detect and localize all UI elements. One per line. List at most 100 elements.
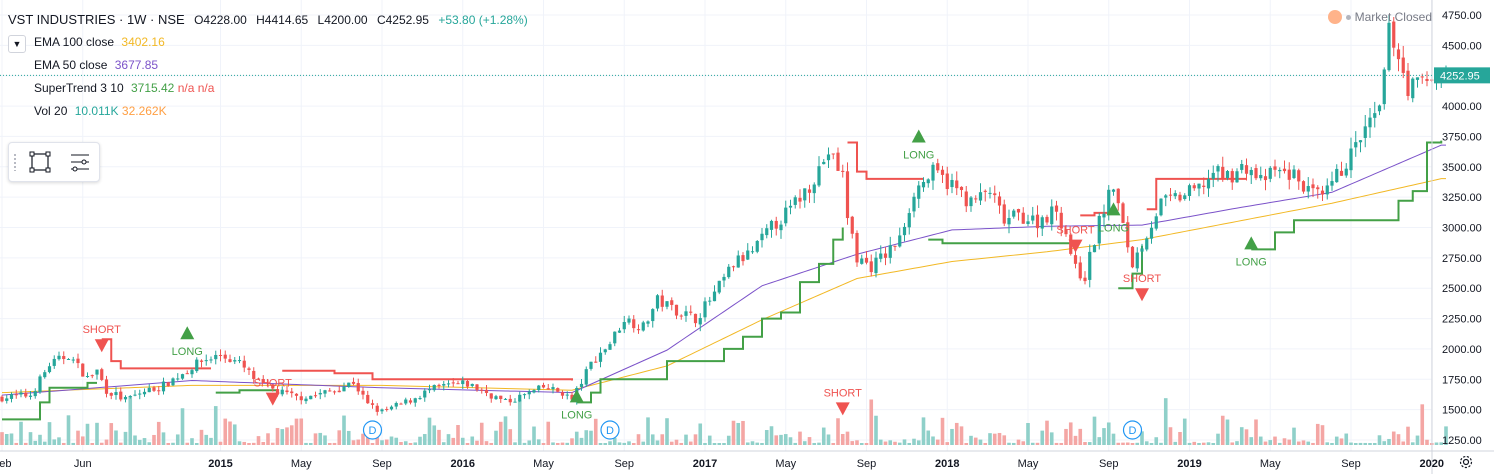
- volume-bar: [1159, 442, 1163, 445]
- candle-body: [489, 393, 493, 399]
- volume-bar: [684, 434, 688, 445]
- volume-bar: [992, 433, 997, 445]
- volume-bar: [42, 441, 47, 445]
- volume-bar: [1078, 428, 1083, 445]
- candle-body: [214, 354, 218, 360]
- volume-bar: [869, 399, 874, 445]
- candle-body: [1216, 166, 1220, 172]
- candle-body: [176, 378, 180, 380]
- volume-bar: [560, 442, 565, 445]
- volume-bar: [156, 421, 161, 445]
- volume-bar: [921, 417, 926, 445]
- candle-body: [608, 344, 612, 350]
- ema50-path: [1, 144, 1446, 396]
- indicator-supertrend[interactable]: SuperTrend 3 10 3715.42 n/a n/a: [8, 77, 534, 100]
- volume-bar: [142, 438, 147, 445]
- candle-body: [917, 185, 921, 199]
- candle-body: [955, 180, 959, 189]
- candle-body: [161, 381, 166, 392]
- volume-bar: [627, 441, 631, 445]
- candle-body: [936, 163, 940, 171]
- volume-bar: [783, 434, 788, 445]
- candle-body: [841, 170, 845, 172]
- volume-bar: [285, 427, 289, 445]
- supertrend-segment: [101, 338, 211, 370]
- volume-bar: [954, 422, 959, 445]
- candle-body: [1249, 169, 1253, 176]
- time-tick-label: Sep: [857, 458, 877, 470]
- volume-bar: [888, 440, 893, 445]
- volume-bar: [812, 442, 817, 445]
- volume-bar: [375, 436, 380, 445]
- time-tick-label: May: [1018, 458, 1039, 470]
- candle-body: [627, 318, 631, 323]
- candle-body: [879, 253, 883, 259]
- candle-body: [1235, 171, 1239, 183]
- candle-body: [931, 164, 935, 181]
- candle-body: [1149, 227, 1154, 239]
- candle-body: [1116, 188, 1120, 204]
- volume-bar: [1230, 442, 1235, 445]
- candle-body: [793, 197, 797, 205]
- volume-bar: [608, 441, 612, 445]
- volume-bar: [769, 426, 774, 445]
- volume-bar: [1211, 442, 1216, 445]
- volume-bar: [1358, 442, 1363, 445]
- volume-bar: [579, 437, 584, 445]
- candle-body: [1002, 204, 1006, 224]
- time-tick-label: Sep: [1099, 458, 1119, 470]
- candle-body: [413, 398, 417, 403]
- volume-bar: [1011, 442, 1016, 445]
- candle-body: [1344, 168, 1348, 176]
- long-signal-arrow: [1106, 202, 1121, 216]
- supertrend-segment: [215, 389, 278, 394]
- volume-bar: [14, 442, 19, 445]
- indicator-ema50[interactable]: EMA 50 close 3677.85: [8, 54, 534, 77]
- candle-body: [119, 391, 123, 400]
- volume-bar: [546, 421, 551, 445]
- candle-body: [926, 179, 930, 184]
- volume-bar: [655, 440, 660, 445]
- volume-bar: [299, 418, 304, 445]
- volume-bar: [218, 441, 223, 445]
- volume-bar: [1244, 429, 1249, 445]
- volume-bar: [1045, 420, 1049, 445]
- candle-body: [1396, 49, 1401, 60]
- candle-body: [684, 311, 688, 316]
- candle-body: [746, 250, 750, 260]
- candle-body: [33, 391, 37, 397]
- candle-body: [731, 266, 736, 268]
- volume-bar: [223, 418, 228, 445]
- candle-body: [850, 216, 854, 234]
- drawing-toolbox: [8, 142, 100, 182]
- candle-body: [1206, 179, 1211, 189]
- drag-handle[interactable]: [13, 153, 17, 171]
- volume-bar: [1068, 422, 1073, 445]
- symbol-title[interactable]: VST INDUSTRIES · 1W · NSE: [8, 12, 185, 27]
- volume-bar: [399, 441, 403, 445]
- volume-bar: [902, 439, 907, 445]
- volume-bar: [1306, 441, 1311, 445]
- candle-body: [1221, 166, 1225, 179]
- candle-body: [579, 383, 584, 388]
- volume-bar: [361, 433, 365, 445]
- indicator-volume[interactable]: Vol 20 10.011K 32.262K: [8, 100, 534, 123]
- indicator-ema100[interactable]: ▼ EMA 100 close 3402.16: [8, 31, 534, 54]
- volume-bar: [380, 440, 384, 445]
- candle-body: [598, 352, 603, 362]
- rectangle-icon[interactable]: [27, 149, 53, 175]
- candle-body: [1130, 246, 1135, 268]
- volume-bar: [969, 435, 973, 445]
- volume-bar: [650, 434, 655, 445]
- volume-bar: [1263, 441, 1268, 445]
- candle-body: [100, 369, 104, 380]
- time-tick-label: 2019: [1177, 458, 1201, 470]
- volume-bar: [1363, 442, 1368, 445]
- gear-icon[interactable]: [1458, 454, 1474, 470]
- object-tree-icon[interactable]: [67, 149, 93, 175]
- candle-body: [1168, 194, 1173, 196]
- candle-body: [660, 295, 664, 307]
- chevron-down-icon[interactable]: ▼: [8, 35, 26, 53]
- candle-body: [418, 398, 422, 400]
